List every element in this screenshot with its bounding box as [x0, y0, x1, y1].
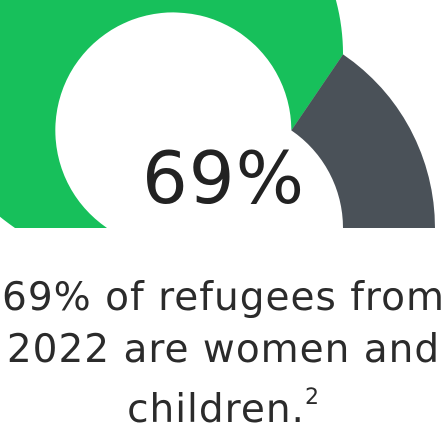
gauge-chart: [0, 0, 435, 228]
caption-text: 69% of refugees from 2022 are women and …: [2, 275, 445, 432]
footnote-marker: 2: [304, 385, 320, 410]
gauge-value-label: 69%: [141, 136, 306, 220]
gauge-filled-segment: [0, 0, 344, 228]
gauge-remaining-segment: [291, 54, 435, 228]
caption: 69% of refugees from 2022 are women and …: [0, 272, 447, 436]
